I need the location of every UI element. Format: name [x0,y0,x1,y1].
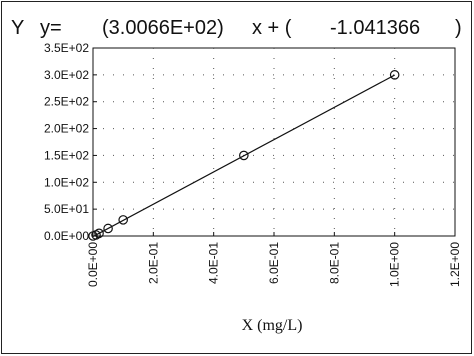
x-tick-label: 4.0E-01 [207,242,221,284]
y-tick-label: 3.5E+02 [44,41,89,55]
x-tick-label: 1.2E+00 [448,242,462,287]
y-axis-ticks: 0.0E+00 5.0E+01 1.0E+02 1.5E+02 2.0E+02 2.5E+… [44,41,97,243]
x-axis-ticks: 0.0E+00 2.0E-01 4.0E-01 6.0E-01 8.0E-01 1.0E+… [86,232,462,287]
data-point [118,215,128,225]
data-point [239,150,249,161]
data-point [389,70,400,80]
y-equals: y= [40,17,62,39]
slope-value: (3.0066E+02) [102,17,224,39]
x-tick-label: 2.0E-01 [146,242,160,284]
x-tick-label: 1.0E+00 [388,242,402,287]
y-tick-label: 5.0E+01 [44,202,89,216]
y-tick-label: 3.0E+02 [44,68,89,82]
x-tick-label: 8.0E-01 [327,242,341,284]
data-point [103,223,113,234]
y-tick-label: 0.0E+00 [44,229,89,243]
y-tick-label: 2.0E+02 [44,122,89,136]
x-axis-label: X (mg/L) [242,317,303,334]
fit-line-group [92,74,395,238]
y-tick-label: 2.5E+02 [44,95,89,109]
fit-line [92,74,395,238]
x-tick-label: 6.0E-01 [267,242,281,284]
equation-header: Y y= (3.0066E+02) x + ( -1.041366 ) [11,17,462,39]
gridlines [93,48,455,236]
y-label: Y [11,17,24,39]
x-tick-label: 0.0E+00 [86,242,100,287]
y-tick-label: 1.0E+02 [44,175,89,189]
y-tick-label: 1.5E+02 [44,148,89,162]
intercept-value: -1.041366 [330,17,420,39]
data-point [94,228,104,239]
close-paren: ) [455,17,462,39]
data-points [88,70,400,241]
x-plus-label: x + ( [252,17,292,39]
